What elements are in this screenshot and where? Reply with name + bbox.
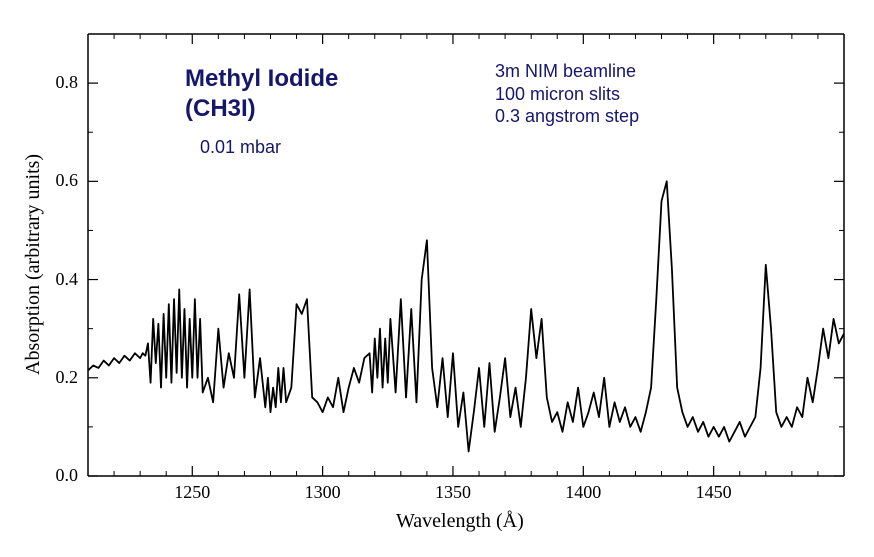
y-tick-label: 0.4 <box>38 269 78 290</box>
absorption-spectrum-chart: Absorption (arbitrary units) Wavelength … <box>0 0 874 557</box>
title-line1: Methyl Iodide <box>185 65 338 92</box>
y-tick-label: 0.0 <box>38 465 78 486</box>
x-tick-label: 1250 <box>174 482 210 503</box>
pressure-annotation: 0.01 mbar <box>200 136 281 159</box>
spectrum-svg <box>0 0 874 557</box>
spectrum-line <box>88 181 844 451</box>
conditions-annotation: 3m NIM beamline 100 micron slits 0.3 ang… <box>495 60 639 128</box>
y-tick-label: 0.8 <box>38 72 78 93</box>
title-line2: (CH3I) <box>185 95 256 122</box>
x-axis-label: Wavelength (Å) <box>396 510 524 533</box>
x-tick-label: 1450 <box>696 482 732 503</box>
y-tick-label: 0.2 <box>38 367 78 388</box>
x-tick-label: 1350 <box>435 482 471 503</box>
cond-line3: 0.3 angstrom step <box>495 106 639 126</box>
cond-line1: 3m NIM beamline <box>495 61 636 81</box>
chart-title: Methyl Iodide (CH3I) <box>185 64 338 124</box>
cond-line2: 100 micron slits <box>495 84 620 104</box>
y-tick-label: 0.6 <box>38 170 78 191</box>
x-tick-label: 1300 <box>305 482 341 503</box>
x-tick-label: 1400 <box>565 482 601 503</box>
